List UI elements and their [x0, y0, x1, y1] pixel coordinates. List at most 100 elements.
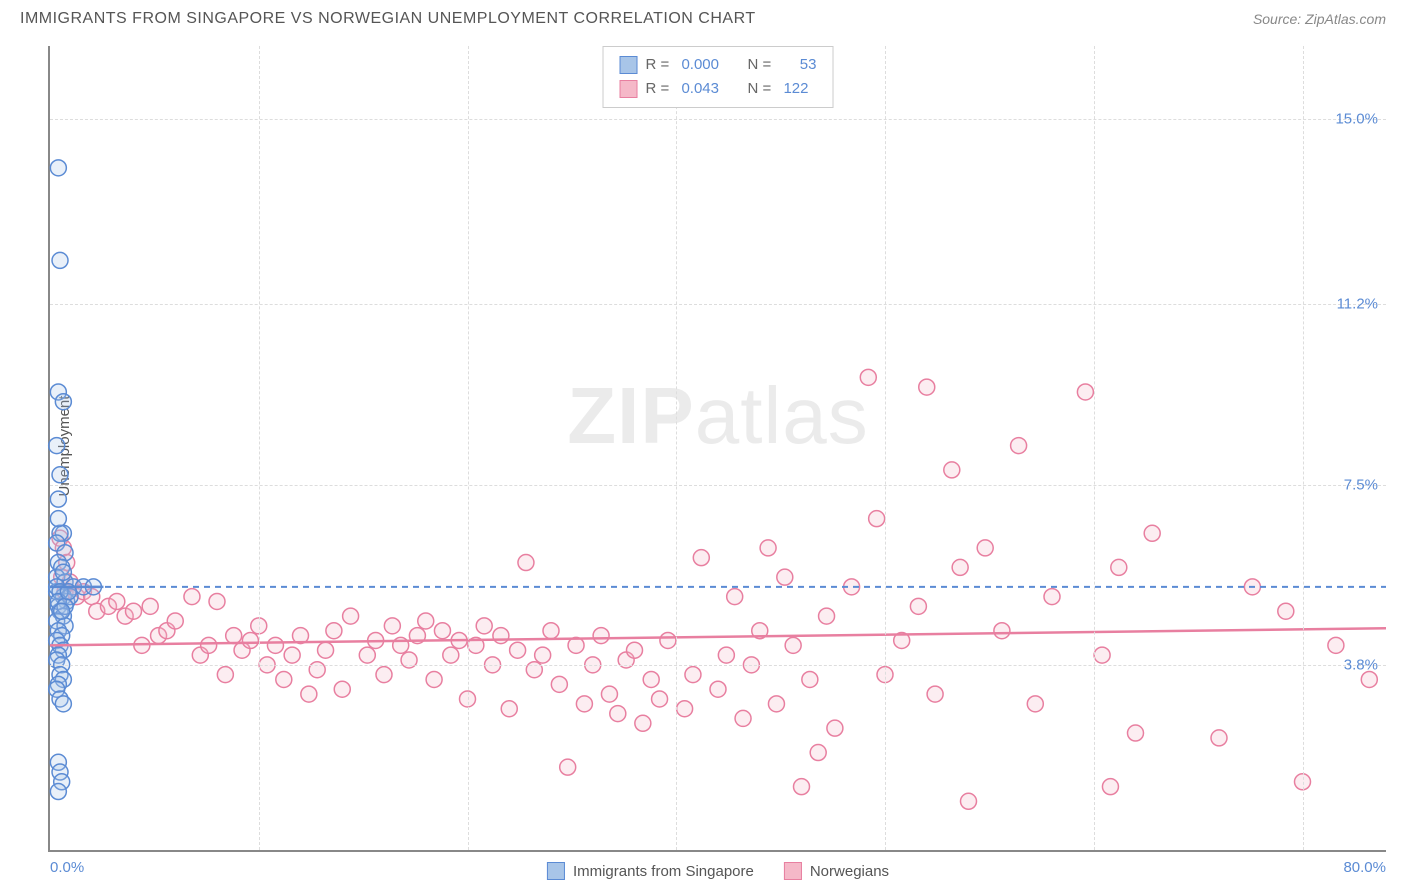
data-point [1044, 589, 1060, 605]
data-point [55, 696, 71, 712]
data-point [610, 706, 626, 722]
data-point [384, 618, 400, 634]
source-attribution: Source: ZipAtlas.com [1253, 11, 1386, 27]
chart-header: IMMIGRANTS FROM SINGAPORE VS NORWEGIAN U… [0, 0, 1406, 34]
source-name: ZipAtlas.com [1305, 11, 1386, 27]
data-point [677, 701, 693, 717]
data-point [209, 593, 225, 609]
data-point [376, 667, 392, 683]
chart-area: ZIPatlas R = 0.000 N = 53 R = 0.043 N = … [48, 46, 1386, 852]
data-point [52, 467, 68, 483]
data-point [961, 793, 977, 809]
data-point [52, 252, 68, 268]
grid-line-v [676, 46, 677, 850]
data-point [50, 511, 66, 527]
data-point [343, 608, 359, 624]
data-point [1144, 525, 1160, 541]
data-point [869, 511, 885, 527]
n-value-pink: 122 [783, 77, 808, 101]
data-point [50, 784, 66, 800]
data-point [50, 160, 66, 176]
data-point [685, 667, 701, 683]
data-point [794, 779, 810, 795]
data-point [426, 671, 442, 687]
legend-stats-row-pink: R = 0.043 N = 122 [620, 77, 817, 101]
data-point [1011, 438, 1027, 454]
legend-label-pink: Norwegians [810, 863, 889, 880]
data-point [501, 701, 517, 717]
legend-label-blue: Immigrants from Singapore [573, 863, 754, 880]
data-point [785, 637, 801, 653]
data-point [627, 642, 643, 658]
x-axis-max-label: 80.0% [1343, 859, 1386, 876]
data-point [359, 647, 375, 663]
data-point [543, 623, 559, 639]
x-axis-min-label: 0.0% [50, 859, 84, 876]
data-point [535, 647, 551, 663]
data-point [326, 623, 342, 639]
data-point [643, 671, 659, 687]
r-label: R = [646, 53, 674, 77]
data-point [510, 642, 526, 658]
data-point [860, 369, 876, 385]
data-point [601, 686, 617, 702]
data-point [184, 589, 200, 605]
data-point [977, 540, 993, 556]
data-point [576, 696, 592, 712]
data-point [1027, 696, 1043, 712]
chart-title: IMMIGRANTS FROM SINGAPORE VS NORWEGIAN U… [20, 10, 756, 28]
data-point [727, 589, 743, 605]
data-point [1211, 730, 1227, 746]
data-point [1361, 671, 1377, 687]
data-point [267, 637, 283, 653]
grid-line-h [50, 304, 1386, 305]
data-point [226, 628, 242, 644]
data-point [434, 623, 450, 639]
data-point [952, 559, 968, 575]
data-point [142, 598, 158, 614]
data-point [126, 603, 142, 619]
data-point [1077, 384, 1093, 400]
data-point [167, 613, 183, 629]
data-point [217, 667, 233, 683]
data-point [242, 632, 258, 648]
data-point [1328, 637, 1344, 653]
n-label: N = [748, 53, 776, 77]
y-tick-label: 3.8% [1344, 656, 1378, 673]
plot-area: ZIPatlas R = 0.000 N = 53 R = 0.043 N = … [48, 46, 1386, 852]
grid-line-v [1094, 46, 1095, 850]
data-point [660, 632, 676, 648]
data-point [1111, 559, 1127, 575]
data-point [284, 647, 300, 663]
data-point [55, 564, 71, 580]
data-point [1128, 725, 1144, 741]
data-point [652, 691, 668, 707]
data-point [910, 598, 926, 614]
data-point [1102, 779, 1118, 795]
data-point [301, 686, 317, 702]
r-label: R = [646, 77, 674, 101]
y-tick-label: 7.5% [1344, 476, 1378, 493]
swatch-pink [784, 862, 802, 880]
data-point [819, 608, 835, 624]
data-point [1278, 603, 1294, 619]
data-point [443, 647, 459, 663]
data-point [760, 540, 776, 556]
data-point [109, 593, 125, 609]
grid-line-h [50, 119, 1386, 120]
data-point [994, 623, 1010, 639]
grid-line-v [259, 46, 260, 850]
data-point [777, 569, 793, 585]
grid-line-v [468, 46, 469, 850]
data-point [318, 642, 334, 658]
data-point [919, 379, 935, 395]
grid-line-h [50, 485, 1386, 486]
data-point [927, 686, 943, 702]
data-point [418, 613, 434, 629]
plot-svg [50, 46, 1386, 850]
source-prefix: Source: [1253, 11, 1305, 27]
legend-series: Immigrants from Singapore Norwegians [547, 862, 889, 880]
data-point [768, 696, 784, 712]
data-point [55, 394, 71, 410]
data-point [50, 491, 66, 507]
